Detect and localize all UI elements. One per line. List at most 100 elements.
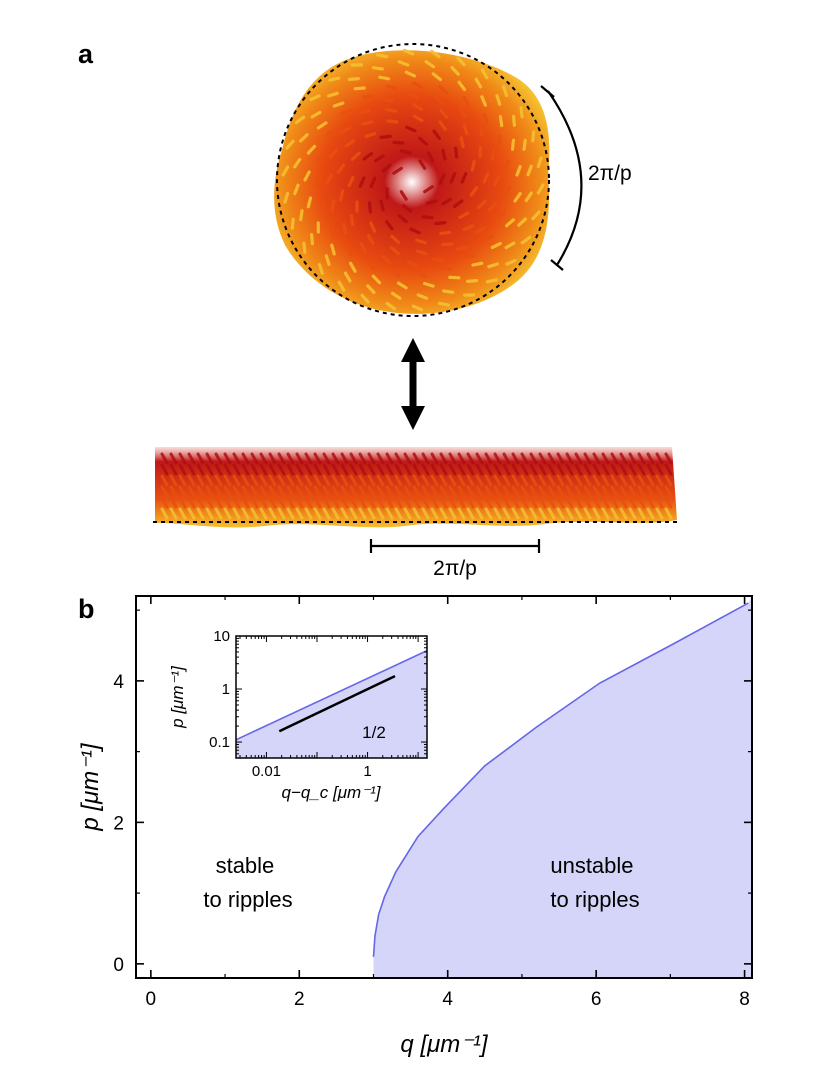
disk-rod bbox=[325, 173, 333, 186]
strip-rod bbox=[205, 463, 214, 476]
disk-rod bbox=[495, 211, 506, 221]
strip-rod bbox=[286, 463, 295, 476]
strip-rod bbox=[205, 507, 214, 520]
strip-rod bbox=[547, 452, 556, 465]
disk-rod bbox=[458, 211, 470, 219]
strip-rod bbox=[484, 496, 493, 509]
strip-rod bbox=[466, 485, 475, 498]
strip-rod bbox=[556, 496, 565, 509]
strip-rod bbox=[439, 463, 448, 476]
strip-rod bbox=[547, 474, 556, 487]
disk-rod bbox=[519, 106, 524, 119]
disk-rod bbox=[415, 271, 427, 278]
disk-rod bbox=[316, 151, 326, 162]
strip-rod bbox=[475, 485, 484, 498]
strip-rod bbox=[421, 485, 430, 498]
rod-disk bbox=[274, 43, 550, 317]
disk-rod bbox=[303, 170, 311, 182]
y-tick-label: 0 bbox=[113, 955, 124, 976]
disk-rod bbox=[397, 60, 410, 67]
disk-rod bbox=[360, 293, 370, 304]
strip-rod bbox=[610, 485, 619, 498]
strip-rod bbox=[295, 496, 304, 509]
strip-rod bbox=[430, 485, 439, 498]
disk-rod bbox=[488, 201, 498, 212]
strip-rod bbox=[664, 485, 673, 498]
strip-rod bbox=[178, 485, 187, 498]
strip-rod bbox=[223, 452, 232, 465]
strip-rod bbox=[340, 507, 349, 520]
disk-rod bbox=[349, 261, 357, 273]
disk-rod bbox=[505, 218, 516, 228]
disk-rod bbox=[309, 94, 321, 102]
strip-rod bbox=[358, 496, 367, 509]
disk-rod bbox=[369, 176, 377, 188]
strip-rod bbox=[412, 452, 421, 465]
strip-rod bbox=[556, 507, 565, 520]
strip-rod bbox=[655, 474, 664, 487]
strip-rod bbox=[493, 507, 502, 520]
disk-rod bbox=[490, 148, 496, 161]
strip-rod bbox=[493, 474, 502, 487]
disk-rod bbox=[399, 149, 412, 155]
strip-rod bbox=[583, 507, 592, 520]
strip-rod bbox=[565, 463, 574, 476]
disk-rod bbox=[367, 201, 372, 214]
disk-rod bbox=[376, 53, 389, 59]
strip-rod bbox=[628, 452, 637, 465]
disk-rod bbox=[392, 140, 405, 145]
strip-rod bbox=[583, 452, 592, 465]
strip-rod bbox=[223, 507, 232, 520]
strip-rod bbox=[313, 463, 322, 476]
disk-rod bbox=[460, 172, 468, 184]
strip-rod bbox=[664, 463, 673, 476]
strip-rod bbox=[313, 474, 322, 487]
strip-rod bbox=[502, 496, 511, 509]
strip-rod bbox=[268, 474, 277, 487]
strip-rod bbox=[205, 485, 214, 498]
strip-rod bbox=[340, 463, 349, 476]
strip-rod bbox=[241, 507, 250, 520]
strip-rod bbox=[484, 452, 493, 465]
strip-rod bbox=[169, 496, 178, 509]
strip-rod bbox=[637, 474, 646, 487]
disk-rod bbox=[328, 76, 341, 82]
disk-rod bbox=[432, 129, 441, 140]
disk-rod bbox=[475, 226, 487, 234]
disk-rod bbox=[390, 234, 401, 245]
panel-b-label: b bbox=[78, 594, 95, 624]
strip-rod bbox=[367, 452, 376, 465]
strip-rod bbox=[349, 474, 358, 487]
strip-rod bbox=[313, 485, 322, 498]
strip-rod bbox=[196, 485, 205, 498]
disk-rod bbox=[423, 185, 434, 194]
strip-rod bbox=[529, 507, 538, 520]
strip-rod bbox=[592, 485, 601, 498]
strip-rod bbox=[214, 507, 223, 520]
strip-rod bbox=[502, 452, 511, 465]
strip-rod bbox=[583, 496, 592, 509]
disk-rod bbox=[522, 138, 527, 151]
strip-rod bbox=[376, 507, 385, 520]
strip-rod bbox=[520, 452, 529, 465]
strip-rod bbox=[331, 496, 340, 509]
disk-rod bbox=[504, 241, 516, 250]
disk-rod bbox=[379, 199, 385, 212]
disk-rod bbox=[293, 183, 300, 196]
strip-rod bbox=[655, 485, 664, 498]
disk-rod bbox=[406, 260, 419, 268]
disk-rod bbox=[373, 154, 385, 163]
strip-rod bbox=[511, 485, 520, 498]
strip-rod bbox=[367, 463, 376, 476]
strip-rod bbox=[601, 474, 610, 487]
strip-rod bbox=[349, 452, 358, 465]
strip-rod bbox=[376, 452, 385, 465]
disk-rod bbox=[290, 217, 295, 230]
strip-rod bbox=[412, 496, 421, 509]
strip-rod bbox=[331, 485, 340, 498]
strip-rod bbox=[529, 485, 538, 498]
disk-rod bbox=[386, 84, 398, 91]
disk-rod bbox=[430, 49, 441, 59]
disk-rod bbox=[339, 189, 345, 202]
disk-rod bbox=[432, 257, 445, 263]
